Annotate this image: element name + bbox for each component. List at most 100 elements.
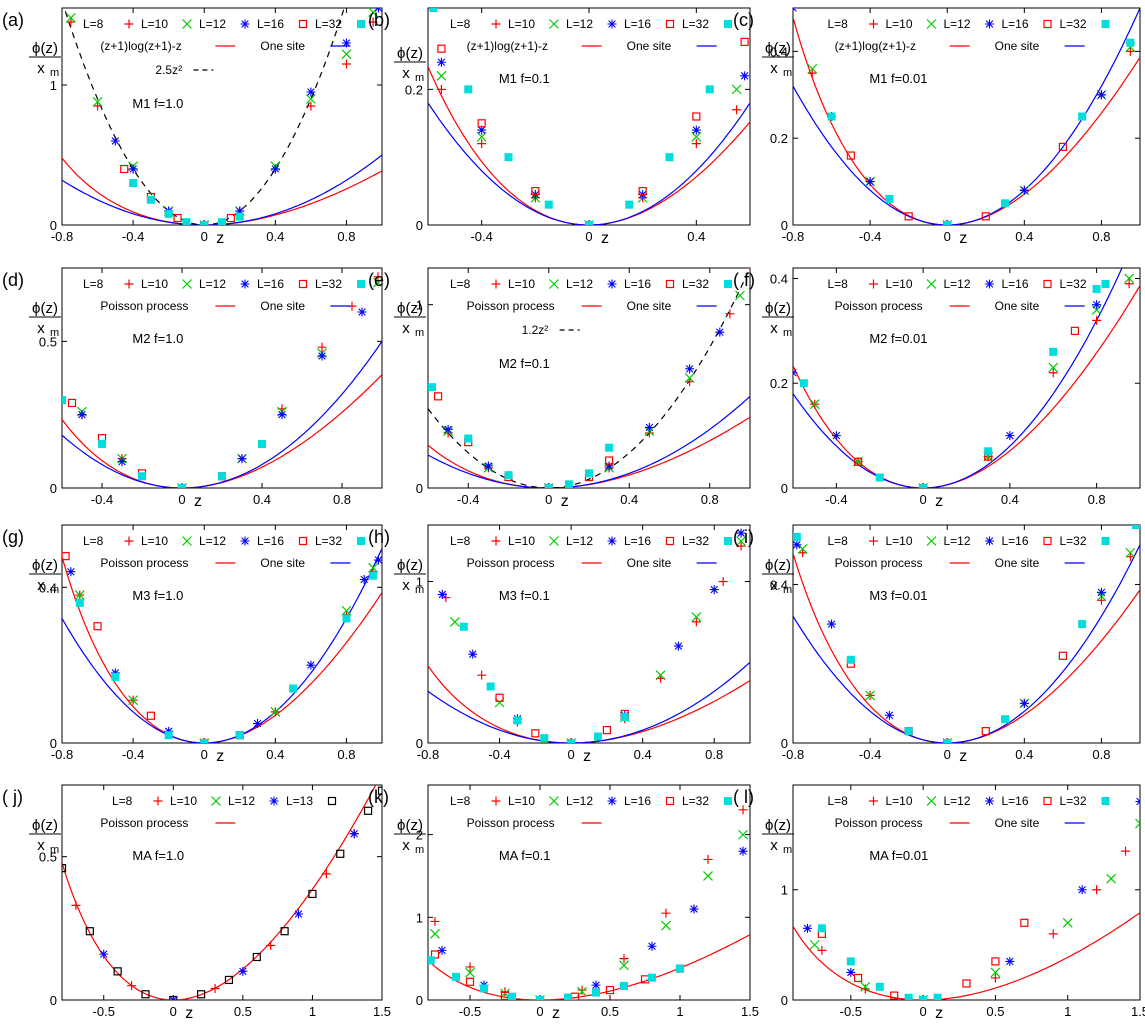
- plot-area: [428, 8, 750, 225]
- y-tick-label: 0.4: [39, 580, 57, 595]
- legend-line-label: Poisson process: [100, 816, 188, 830]
- legend-line-label: Poisson process: [100, 556, 188, 570]
- y-axis-label-den: x: [37, 60, 45, 77]
- legend: L=8 L=10 L=12 L=16 L=32 (z+1)log(z+1)-z One si…: [83, 17, 365, 77]
- x-tick-label: 0.5: [986, 1004, 1004, 1019]
- data-point: [1070, 326, 1080, 335]
- data-point: [294, 909, 304, 919]
- data-point: [1005, 431, 1015, 441]
- data-point: [93, 101, 103, 111]
- data-point: [827, 112, 836, 121]
- data-point: [1125, 547, 1136, 558]
- legend-line-label: One site: [995, 816, 1040, 830]
- curve-onesite: [793, 544, 1140, 743]
- y-tick-label: 0: [416, 218, 423, 233]
- y-axis-label-den: x: [37, 320, 45, 337]
- legend-label: L=8: [83, 17, 104, 31]
- data-point: [827, 619, 837, 629]
- data-point: [368, 8, 379, 18]
- legend-label: L=8: [112, 794, 133, 808]
- data-point: [210, 984, 220, 994]
- x-tick-label: 0: [585, 229, 592, 244]
- series-l-32: [459, 622, 629, 743]
- panel-letter: (g): [2, 527, 24, 547]
- data-point: [1019, 698, 1029, 708]
- data-point: [661, 920, 671, 931]
- legend-line-label: Poisson process: [467, 556, 555, 570]
- legend-marker: [869, 796, 878, 806]
- x-tick-label: 0.8: [1092, 747, 1110, 762]
- curve-onesite: [428, 661, 750, 743]
- data-point: [1096, 90, 1106, 100]
- y-axis-label-sub: m: [783, 584, 792, 596]
- legend-marker: [985, 536, 994, 546]
- curve-poisson: [428, 66, 750, 225]
- data-point: [604, 461, 614, 471]
- series-l-8: [798, 548, 1135, 743]
- legend-line-label: One site: [260, 556, 305, 570]
- data-point: [884, 710, 894, 720]
- y-axis-label-num: ϕ(z): [32, 817, 58, 834]
- x-axis-label: z: [959, 230, 967, 247]
- legend-label: L=8: [450, 277, 471, 291]
- data-point: [817, 945, 827, 955]
- data-point: [715, 327, 725, 337]
- legend-line-label: Poisson process: [467, 816, 555, 830]
- data-point: [831, 431, 841, 441]
- data-point: [1096, 595, 1106, 605]
- data-point: [477, 670, 487, 680]
- x-tick-label: 0: [536, 1004, 543, 1019]
- data-point: [504, 153, 513, 162]
- y-tick-label: 2: [416, 828, 423, 843]
- data-point: [981, 212, 990, 221]
- legend-label: L=12: [566, 794, 593, 808]
- data-point: [117, 457, 127, 467]
- data-point: [377, 786, 382, 795]
- series-l-8: [430, 805, 748, 1000]
- data-point: [619, 954, 629, 964]
- data-point: [544, 484, 553, 488]
- data-point: [802, 923, 812, 933]
- legend-line-label: Poisson process: [835, 816, 923, 830]
- data-point: [1058, 651, 1067, 660]
- model-label: MA f=0.1: [499, 848, 551, 863]
- data-point: [428, 956, 435, 965]
- plot-frame: [792, 524, 1141, 744]
- data-point: [436, 70, 447, 81]
- data-point: [368, 17, 378, 27]
- data-point: [476, 131, 487, 142]
- legend-label: L=8: [828, 277, 849, 291]
- data-point: [605, 456, 614, 465]
- plot-frame: [792, 784, 1141, 1001]
- x-tick-label: -0.4: [457, 492, 479, 507]
- data-point: [449, 616, 460, 627]
- data-point: [486, 682, 495, 691]
- curve-poisson: [428, 665, 750, 743]
- legend-marker: [926, 19, 937, 29]
- y-axis-label-num: ϕ(z): [32, 300, 58, 317]
- curve-poisson: [62, 374, 382, 488]
- legend-marker: [607, 279, 617, 289]
- legend-line-label: Poisson process: [835, 556, 923, 570]
- y-axis-label-den: x: [402, 577, 410, 594]
- data-point: [428, 383, 437, 392]
- data-point: [459, 622, 468, 631]
- data-point: [875, 982, 884, 991]
- x-tick-label: -0.4: [470, 229, 492, 244]
- series-l-16: [67, 398, 227, 488]
- data-point: [480, 984, 488, 993]
- data-point: [368, 562, 379, 573]
- y-tick-label: 0: [416, 993, 423, 1008]
- legend-marker: [1043, 536, 1052, 546]
- data-point: [544, 200, 553, 209]
- data-point: [464, 85, 473, 94]
- data-point: [1092, 284, 1101, 293]
- data-point: [513, 716, 522, 725]
- legend-label: L=12: [566, 277, 593, 291]
- x-tick-label: 1.5: [1131, 1004, 1145, 1019]
- y-axis-label-sub: m: [50, 67, 59, 79]
- data-point: [218, 218, 226, 225]
- plot-area: [62, 785, 382, 1000]
- panel-7: -0.8 -0.4 0 0.4 0.8 0 0.4 z ϕ(z) x m (g) L=8 L=10 L=12…: [2, 524, 383, 765]
- y-axis-label-num: ϕ(z): [32, 557, 58, 574]
